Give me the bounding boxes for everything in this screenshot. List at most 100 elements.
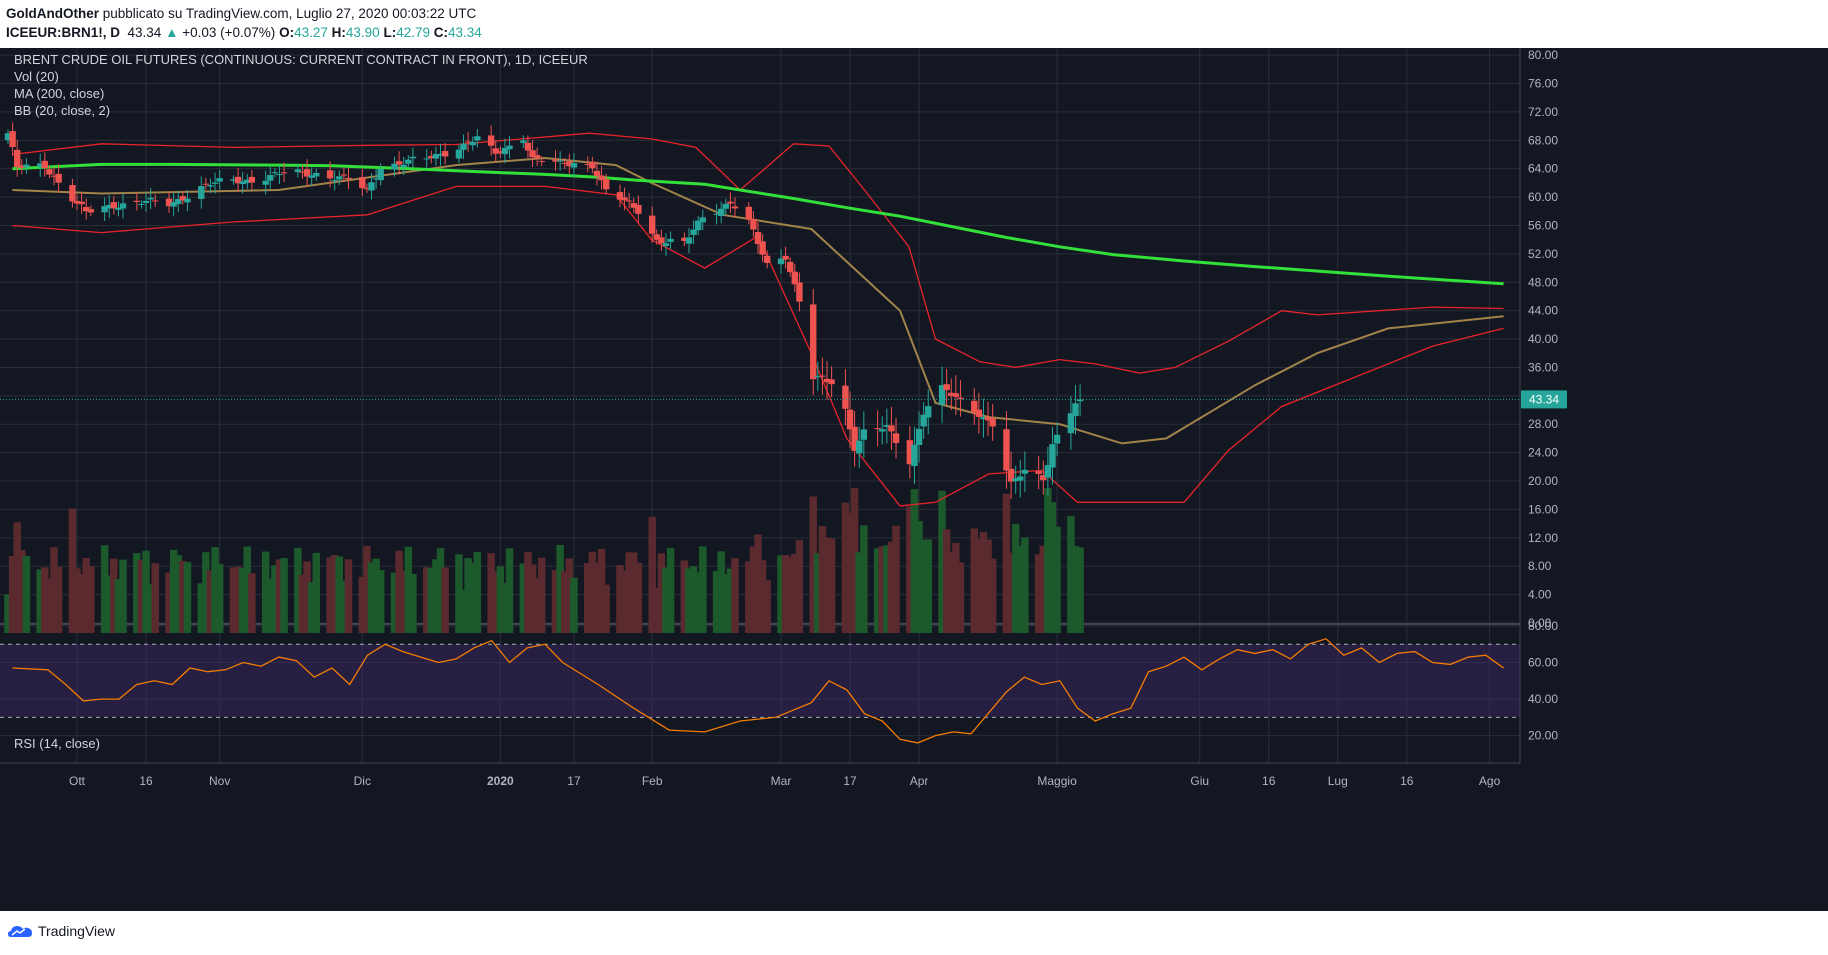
candle-body — [1076, 399, 1084, 402]
volume-bar — [975, 539, 983, 633]
candle-body — [888, 425, 895, 432]
candle-body — [777, 258, 785, 265]
candle-body — [372, 178, 380, 180]
author-name[interactable]: GoldAndOther — [6, 6, 99, 21]
volume-bar — [625, 552, 633, 633]
bb-upper — [12, 132, 1504, 374]
candle-body — [202, 183, 210, 185]
candle-body — [147, 197, 154, 200]
volume-bar — [593, 562, 601, 633]
volume-bar — [942, 529, 951, 633]
candle-body — [46, 169, 53, 175]
rsi-tick-label: 60.00 — [1528, 656, 1558, 670]
candle-body — [759, 241, 766, 255]
vol-legend: Vol (20) — [14, 69, 59, 84]
candle-body — [474, 136, 481, 141]
candle-body — [326, 170, 334, 179]
tradingview-logo[interactable]: TradingView — [8, 923, 115, 939]
ma200-line — [12, 162, 1504, 286]
rsi-line — [12, 638, 1504, 744]
volume-bar — [4, 594, 12, 633]
candle-body — [37, 163, 44, 168]
candle-body — [814, 375, 822, 378]
time-tick-label: Maggio — [1037, 774, 1077, 788]
candle-body — [377, 168, 384, 181]
candle-body — [911, 444, 918, 467]
volume-bar — [8, 556, 17, 633]
candle-body — [487, 135, 495, 146]
candle-body — [152, 200, 159, 202]
volume-bar — [1053, 526, 1061, 633]
time-tick-label: 17 — [567, 774, 581, 788]
volume-bar — [326, 557, 334, 633]
price-tick-label: 76.00 — [1528, 76, 1558, 90]
volume-bar — [1048, 502, 1057, 633]
candle-body — [975, 409, 983, 417]
volume-bar — [275, 559, 284, 633]
candle-body — [23, 164, 30, 168]
volume-bar — [745, 561, 753, 633]
volume-bar — [984, 539, 992, 633]
candle-body — [952, 393, 960, 397]
candle-body — [892, 433, 900, 444]
candle-body — [437, 153, 444, 156]
candle-body — [989, 418, 996, 427]
volume-bar — [763, 580, 771, 633]
volume-bar — [409, 573, 417, 633]
candle-body — [787, 261, 794, 273]
candle-body — [142, 200, 150, 204]
candle-body — [621, 197, 628, 201]
time-tick-label: Ago — [1479, 774, 1501, 788]
volume-bar — [234, 566, 242, 633]
candle-body — [331, 180, 338, 182]
candle-body — [359, 177, 366, 189]
volume-bar — [372, 558, 380, 633]
price-tick-label: 48.00 — [1528, 275, 1558, 289]
volume-bar — [367, 562, 376, 633]
footer: TradingView — [0, 911, 1828, 955]
volume-bar — [215, 564, 224, 633]
volume-bar — [45, 578, 54, 633]
volume-bar — [36, 569, 44, 633]
bb-lower — [12, 185, 1504, 507]
candle-body — [87, 209, 95, 213]
volume-bar — [496, 566, 505, 633]
time-tick-label: Giu — [1190, 774, 1209, 788]
volume-bar — [197, 583, 205, 633]
volume-bar — [18, 549, 26, 633]
chart-canvas[interactable]: 80.00 76.00 72.00 68.00 64.00 60.00 56.00 52.00… — [0, 48, 1828, 911]
volume-bar — [303, 561, 311, 633]
volume-bar — [648, 516, 656, 633]
candle-body — [492, 148, 499, 154]
time-tick-label: 17 — [843, 774, 857, 788]
volume-bar — [1021, 537, 1029, 633]
candle-body — [336, 176, 343, 180]
candle-body — [796, 282, 803, 302]
price-tick-label: 24.00 — [1528, 446, 1558, 460]
rsi-legend: RSI (14, close) — [14, 736, 100, 751]
volume-bar — [344, 559, 353, 633]
volume-bar — [528, 564, 537, 633]
rsi-tick-label: 40.00 — [1528, 692, 1558, 706]
price-tick-label: 12.00 — [1528, 531, 1558, 545]
candle-body — [313, 172, 320, 177]
volume-bar — [432, 559, 440, 633]
candle-body — [69, 185, 76, 202]
candle-body — [432, 153, 440, 159]
candle-body — [630, 203, 637, 208]
last-price-label: 43.34 — [1529, 392, 1559, 406]
volume-bar — [749, 546, 758, 633]
low-label: L: — [383, 25, 397, 40]
up-arrow-icon: ▲ — [165, 25, 179, 40]
candle-body — [294, 169, 302, 173]
volume-bars — [4, 488, 1084, 633]
candle-body — [874, 428, 881, 430]
volume-bar — [492, 570, 500, 633]
high-value: 43.90 — [345, 25, 380, 40]
volume-bar — [685, 568, 693, 633]
candle-body — [589, 161, 596, 169]
volume-bar — [294, 547, 302, 633]
volume-bar — [468, 562, 477, 633]
time-tick-label: 2020 — [487, 774, 514, 788]
volume-bar — [271, 565, 279, 633]
